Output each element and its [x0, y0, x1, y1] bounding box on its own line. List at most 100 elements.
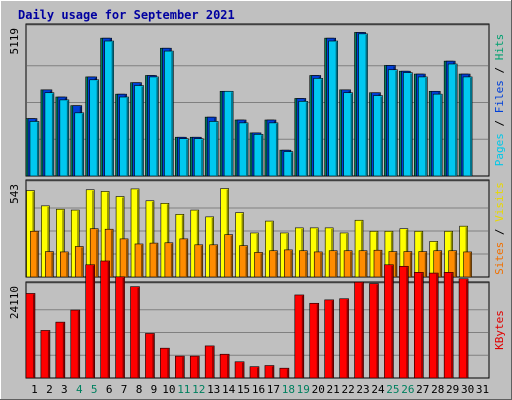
bar-shade [200, 245, 203, 277]
bar-pages-day-26 [403, 72, 413, 177]
bar-body [253, 134, 264, 177]
panel-hits-files-pages: 5119 Pages / Files / Hits [8, 23, 506, 177]
bar-shade [167, 349, 169, 378]
x-tick-label: 27 [416, 383, 429, 396]
bar-shade [77, 311, 80, 378]
bar-body [234, 361, 245, 379]
x-tick-label: 6 [106, 383, 113, 396]
bar-kbytes-day-27 [413, 272, 424, 379]
x-tick-label: 14 [222, 383, 236, 396]
legend-kbytes: KBytes [493, 310, 506, 350]
bar-body [254, 252, 263, 278]
bar-shade [111, 230, 113, 277]
bar-kbytes-day-25 [384, 264, 394, 379]
x-tick-label: 19 [297, 383, 310, 396]
bar-shade [454, 251, 457, 277]
bar-body [59, 99, 70, 177]
bar-kbytes-day-29 [443, 272, 454, 379]
bar-body [403, 72, 413, 177]
bar-pages-day-14 [223, 90, 234, 177]
bar-shade [212, 346, 214, 378]
bar-shade [394, 252, 397, 277]
bar-sites-day-21 [328, 250, 338, 278]
bar-body [134, 243, 144, 278]
x-tick-label: 23 [356, 383, 369, 396]
bar-body [115, 276, 125, 379]
bar-shade [379, 251, 382, 277]
bar-shade [122, 277, 125, 378]
legend-hits: Hits [493, 34, 506, 61]
bar-body [179, 238, 189, 278]
bar-pages-day-8 [134, 85, 144, 177]
bar-shade [77, 211, 79, 277]
bar-body [328, 40, 338, 177]
bar-body [149, 76, 159, 177]
bar-shade [141, 86, 144, 176]
bar-sites-day-17 [269, 250, 278, 278]
bar-body [373, 95, 383, 177]
bar-shade [137, 287, 140, 378]
bar-body [299, 250, 308, 278]
bar-body [134, 85, 144, 177]
bar-pages-day-13 [208, 121, 219, 177]
x-tick-label: 16 [252, 383, 265, 396]
bar-sites-day-24 [373, 249, 383, 278]
bar-shade [271, 222, 273, 277]
bar-body [145, 333, 155, 379]
bar-pages-day-19 [298, 101, 309, 177]
x-tick-label: 8 [136, 383, 143, 396]
bar-shade [185, 239, 188, 277]
bar-body [100, 260, 110, 379]
bar-shade [122, 197, 124, 277]
bar-shade [286, 369, 289, 378]
bar-shade [245, 246, 248, 277]
chart-panels: 5119 Pages / Files / Hits 543 Sites / Visit… [8, 23, 506, 379]
bar-body [55, 321, 66, 379]
bar-shade [320, 79, 323, 176]
bar-sites-day-14 [224, 234, 233, 278]
bar-shade [301, 295, 304, 378]
x-tick-label: 21 [327, 383, 340, 396]
bar-shade [257, 367, 259, 378]
x-tick-label: 30 [461, 383, 474, 396]
bar-shade [305, 102, 308, 176]
bar-shade [331, 300, 334, 378]
bar-sites-day-3 [60, 251, 69, 278]
bar-shade [466, 279, 468, 378]
x-tick-label: 24 [371, 383, 385, 396]
bar-shade [170, 243, 173, 277]
bar-shade [216, 122, 218, 176]
bar-shade [241, 213, 244, 277]
bar-kbytes-day-17 [264, 365, 275, 379]
bar-sites-day-30 [463, 251, 472, 278]
bar-body [343, 250, 353, 278]
x-tick-label: 20 [312, 383, 325, 396]
bar-shade [186, 139, 188, 176]
bar-shade [410, 73, 412, 176]
bar-pages-day-29 [447, 63, 458, 177]
bar-shade [439, 251, 442, 277]
bar-body [29, 121, 40, 177]
bar-shade [230, 235, 233, 277]
bar-body [160, 347, 170, 379]
bar-kbytes-day-3 [55, 321, 66, 379]
bar-kbytes-day-14 [219, 353, 230, 379]
x-tick-label: 17 [267, 383, 280, 396]
bar-kbytes-day-28 [428, 272, 439, 379]
bar-body [324, 299, 334, 379]
x-axis-labels: 1 2 3 4 5 6 7 8 9 10 11 12 13 14 15 16 17 18 19 20 21 22 23 24 2… [31, 383, 489, 396]
bar-pages-day-18 [283, 151, 294, 177]
bar-shade [151, 201, 154, 277]
x-tick-label: 25 [386, 383, 399, 396]
bar-shade [201, 139, 203, 176]
bar-body [458, 278, 469, 379]
x-tick-label: 15 [237, 383, 250, 396]
bar-shade [335, 42, 338, 177]
bar-shade [361, 221, 363, 277]
x-tick-label: 1 [31, 383, 38, 396]
bar-shade [51, 93, 54, 176]
bar-shade [260, 253, 262, 277]
x-tick-label: 10 [162, 383, 175, 396]
bar-shade [141, 244, 143, 277]
